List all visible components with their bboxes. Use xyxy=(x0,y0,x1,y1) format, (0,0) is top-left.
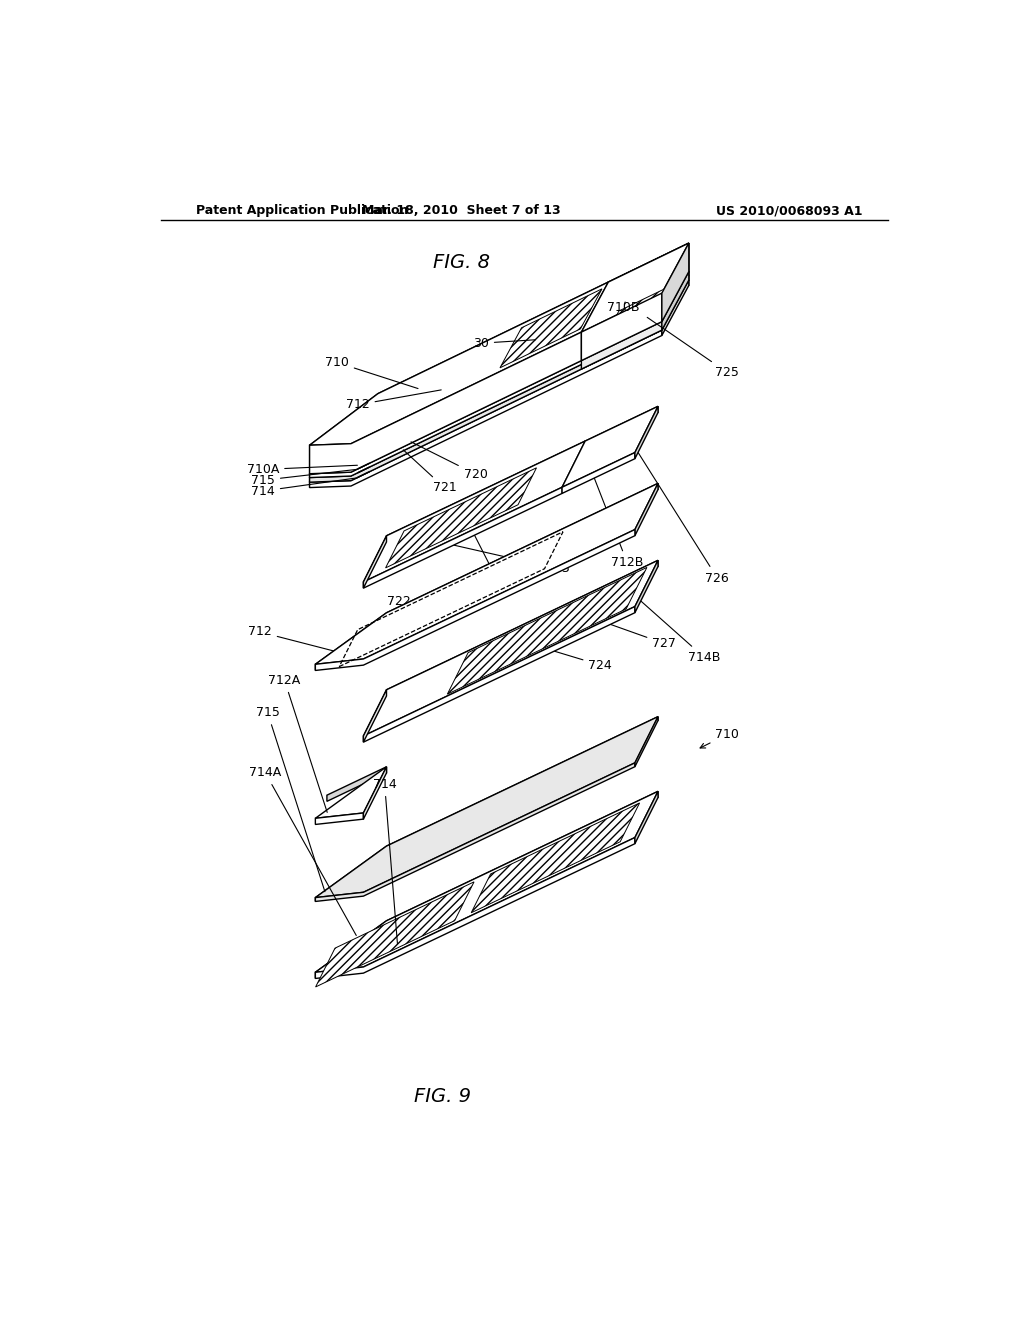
Polygon shape xyxy=(315,483,658,671)
Polygon shape xyxy=(309,243,689,474)
Polygon shape xyxy=(635,792,658,843)
Polygon shape xyxy=(309,272,689,478)
Text: 720: 720 xyxy=(411,442,487,480)
Polygon shape xyxy=(662,280,689,335)
Polygon shape xyxy=(309,330,662,487)
Text: 715: 715 xyxy=(256,706,325,892)
Polygon shape xyxy=(582,293,662,360)
Text: 30: 30 xyxy=(473,337,536,350)
Text: 710B: 710B xyxy=(607,301,640,314)
Polygon shape xyxy=(309,333,582,474)
Polygon shape xyxy=(500,289,602,368)
Polygon shape xyxy=(447,568,647,694)
Polygon shape xyxy=(582,322,662,370)
Polygon shape xyxy=(600,284,674,346)
Polygon shape xyxy=(364,536,386,589)
Polygon shape xyxy=(364,560,658,737)
Text: 725: 725 xyxy=(647,317,739,379)
Polygon shape xyxy=(386,441,585,543)
Text: Patent Application Publication: Patent Application Publication xyxy=(196,205,409,218)
Text: 714: 714 xyxy=(373,777,397,944)
Polygon shape xyxy=(582,243,689,333)
Polygon shape xyxy=(315,882,474,987)
Polygon shape xyxy=(315,763,635,902)
Polygon shape xyxy=(635,717,658,767)
Polygon shape xyxy=(635,407,658,459)
Polygon shape xyxy=(585,407,658,447)
Text: 715: 715 xyxy=(251,470,357,487)
Polygon shape xyxy=(309,272,689,474)
Polygon shape xyxy=(364,690,386,742)
Polygon shape xyxy=(327,767,386,801)
Text: 724: 724 xyxy=(524,642,612,672)
Polygon shape xyxy=(364,441,585,582)
Polygon shape xyxy=(386,560,658,696)
Text: 710: 710 xyxy=(700,727,739,748)
Text: 712: 712 xyxy=(346,389,441,412)
Text: 723: 723 xyxy=(433,540,569,576)
Polygon shape xyxy=(662,243,689,322)
Text: 714A: 714A xyxy=(249,767,356,936)
Text: 714B: 714B xyxy=(636,597,721,664)
Text: 726: 726 xyxy=(633,445,729,585)
Polygon shape xyxy=(364,767,386,820)
Text: 712A: 712A xyxy=(268,675,328,812)
Polygon shape xyxy=(562,407,658,487)
Text: 727: 727 xyxy=(587,616,676,649)
Polygon shape xyxy=(309,280,689,482)
Polygon shape xyxy=(562,453,635,494)
Text: FIG. 8: FIG. 8 xyxy=(433,253,490,272)
Polygon shape xyxy=(309,282,608,445)
Polygon shape xyxy=(608,272,689,319)
Polygon shape xyxy=(364,607,635,742)
Polygon shape xyxy=(315,717,658,898)
Text: 721: 721 xyxy=(403,450,457,495)
Polygon shape xyxy=(315,813,364,825)
Text: Mar. 18, 2010  Sheet 7 of 13: Mar. 18, 2010 Sheet 7 of 13 xyxy=(362,205,561,218)
Polygon shape xyxy=(662,272,689,330)
Text: FIG. 9: FIG. 9 xyxy=(414,1086,471,1106)
Text: US 2010/0068093 A1: US 2010/0068093 A1 xyxy=(716,205,862,218)
Polygon shape xyxy=(309,280,689,487)
Polygon shape xyxy=(315,837,635,978)
Polygon shape xyxy=(309,276,689,482)
Polygon shape xyxy=(471,803,640,912)
Polygon shape xyxy=(315,767,386,818)
Polygon shape xyxy=(309,322,662,478)
Text: 710A: 710A xyxy=(247,463,357,477)
Polygon shape xyxy=(635,560,658,612)
Polygon shape xyxy=(364,487,562,589)
Text: 710: 710 xyxy=(325,356,418,388)
Text: 722: 722 xyxy=(370,594,411,649)
Polygon shape xyxy=(386,467,537,568)
Polygon shape xyxy=(635,483,658,536)
Text: 712B: 712B xyxy=(591,469,643,569)
Polygon shape xyxy=(582,272,689,360)
Polygon shape xyxy=(315,717,658,902)
Polygon shape xyxy=(315,529,635,671)
Text: 714: 714 xyxy=(251,478,357,498)
Polygon shape xyxy=(315,792,658,973)
Text: 730: 730 xyxy=(465,516,508,585)
Polygon shape xyxy=(309,276,689,478)
Polygon shape xyxy=(608,243,689,310)
Polygon shape xyxy=(315,483,658,664)
Text: 712: 712 xyxy=(248,626,345,653)
Polygon shape xyxy=(309,326,662,482)
Polygon shape xyxy=(315,792,658,978)
Polygon shape xyxy=(582,282,608,360)
